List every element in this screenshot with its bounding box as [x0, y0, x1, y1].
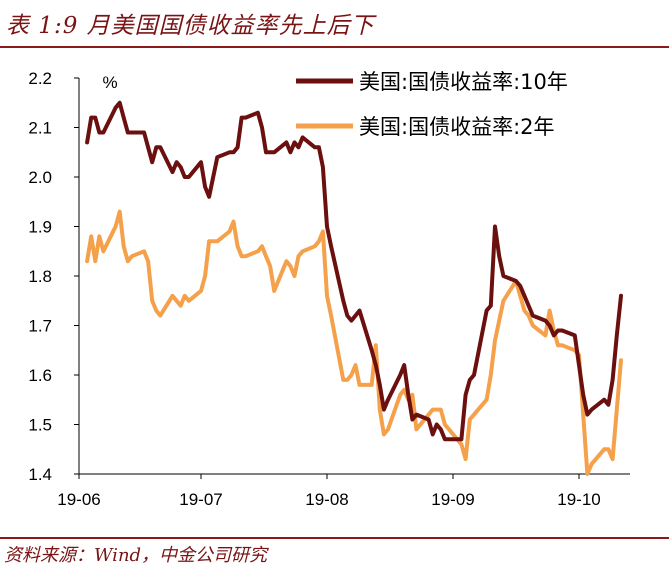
- line-chart: 1.4 1.5 1.6 1.7 1.8 1.9 2.0 2.1 2.2 19-06 19-07 19-…: [28, 69, 630, 509]
- legend-label-10y: 美国:国债收益率:10年: [359, 70, 568, 94]
- x-tick-label: 19-10: [557, 490, 600, 509]
- x-tick-label: 19-07: [179, 490, 222, 509]
- y-tick-label: 1.4: [28, 465, 52, 484]
- series-line-10y: [85, 100, 623, 442]
- y-tick-label: 2.1: [28, 119, 52, 138]
- y-tick-label: 1.5: [28, 416, 52, 435]
- y-tick-label: 1.9: [28, 218, 52, 237]
- y-tick-label: 1.7: [28, 317, 52, 336]
- y-tick-label: 1.6: [28, 366, 52, 385]
- x-tick-label: 19-06: [57, 490, 100, 509]
- series-line-2y: [85, 209, 623, 476]
- x-tick-label: 19-09: [431, 490, 474, 509]
- y-unit-label: %: [102, 73, 117, 92]
- x-tick-label: 19-08: [305, 490, 348, 509]
- chart-title: 表 1:9 月美国国债收益率先上后下: [6, 13, 375, 39]
- source-note: 资料来源：Wind，中金公司研究: [4, 545, 268, 566]
- chart-series: [85, 100, 623, 476]
- y-tick-label: 1.8: [28, 267, 52, 286]
- y-tick-label: 2.0: [28, 168, 52, 187]
- legend-label-2y: 美国:国债收益率:2年: [359, 115, 555, 139]
- title-divider: [0, 46, 669, 48]
- footer-divider: [0, 537, 669, 539]
- chart-axes: 1.4 1.5 1.6 1.7 1.8 1.9 2.0 2.1 2.2 19-06 19-07 19-…: [28, 69, 630, 509]
- y-tick-label: 2.2: [28, 69, 52, 88]
